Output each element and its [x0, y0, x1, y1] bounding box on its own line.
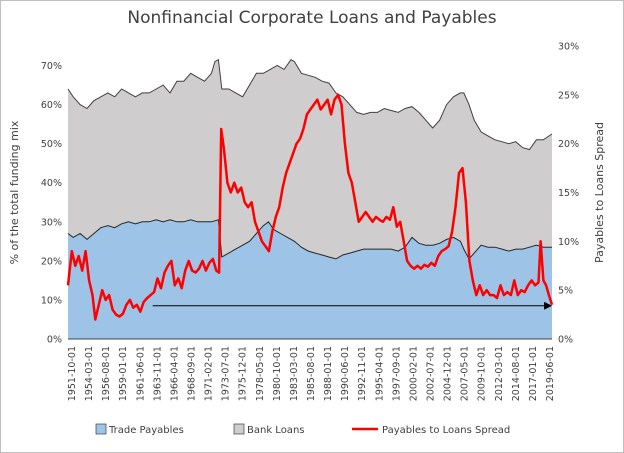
y2-tick-label: 5%	[558, 286, 573, 297]
x-tick-label: 1966-04-01	[169, 346, 180, 401]
x-tick-label: 2014-08-01	[511, 346, 522, 401]
y-tick-label: 0%	[47, 335, 62, 346]
legend-swatch-bank-loans	[233, 423, 245, 435]
x-tick-label: 2012-03-01	[494, 346, 505, 401]
legend-label-bank-loans: Bank Loans	[247, 425, 305, 436]
y2-tick-label: 20%	[558, 139, 579, 150]
x-tick-label: 1954-03-01	[84, 346, 95, 401]
x-tick-label: 2019-06-01	[545, 346, 556, 401]
bank-loans-line	[67, 58, 553, 151]
x-tick-label: 2007-05-01	[460, 346, 471, 401]
spread-line	[66, 93, 554, 321]
x-tick-label: 1968-09-01	[187, 346, 198, 401]
x-tick-label: 1980-10-01	[272, 346, 283, 401]
x-tick-label: 1956-08-01	[101, 346, 112, 401]
x-tick-label: 1961-06-01	[135, 346, 146, 401]
x-tick-label: 1951-10-01	[67, 346, 78, 401]
x-tick-label: 1973-07-01	[221, 346, 232, 401]
y-tick-label: 50%	[41, 139, 62, 150]
y2-axis-title: Payables to Loans Spread	[593, 122, 606, 263]
x-tick-label: 1963-11-01	[152, 346, 163, 401]
x-tick-label: 2002-07-01	[426, 346, 437, 401]
chart-title: Nonfinancial Corporate Loans and Payable…	[127, 8, 497, 28]
trade-payables-area	[68, 219, 552, 339]
legend-label-trade-payables: Trade Payables	[108, 425, 184, 436]
x-tick-label: 2004-12-01	[443, 346, 454, 401]
x-tick-label: 1985-08-01	[306, 346, 317, 401]
x-tick-label: 2017-01-01	[528, 346, 539, 401]
x-tick-label: 1971-02-01	[204, 346, 215, 401]
x-tick-label: 1975-12-01	[238, 346, 249, 401]
y-tick-label: 40%	[41, 178, 62, 189]
x-tick-label: 1995-04-01	[374, 346, 385, 401]
y-tick-label: 70%	[41, 61, 62, 72]
x-tick-label: 2000-02-01	[408, 346, 419, 401]
y-axis-title: % of the total funding mix	[8, 120, 21, 264]
y-tick-label: 30%	[41, 217, 62, 228]
y-tick-label: 60%	[41, 100, 62, 111]
x-tick-label: 1997-09-01	[391, 346, 402, 401]
x-tick-label: 1959-01-01	[118, 346, 129, 401]
x-tick-label: 1978-05-01	[255, 346, 266, 401]
x-tick-label: 2009-10-01	[477, 346, 488, 401]
y2-tick-label: 10%	[558, 237, 579, 248]
x-tick-label: 1992-11-01	[357, 346, 368, 401]
legend-label-spread: Payables to Loans Spread	[382, 425, 510, 436]
y2-tick-label: 30%	[558, 42, 579, 53]
y2-tick-label: 25%	[558, 90, 579, 101]
y-tick-label: 20%	[41, 256, 62, 267]
legend-swatch-trade-payables	[95, 423, 107, 435]
y-tick-label: 10%	[41, 295, 62, 306]
y2-tick-label: 0%	[558, 335, 573, 346]
x-tick-label: 1988-01-01	[323, 346, 334, 401]
x-tick-label: 1990-06-01	[340, 346, 351, 401]
y2-tick-label: 15%	[558, 188, 579, 199]
x-tick-label: 1983-03-01	[289, 346, 300, 401]
